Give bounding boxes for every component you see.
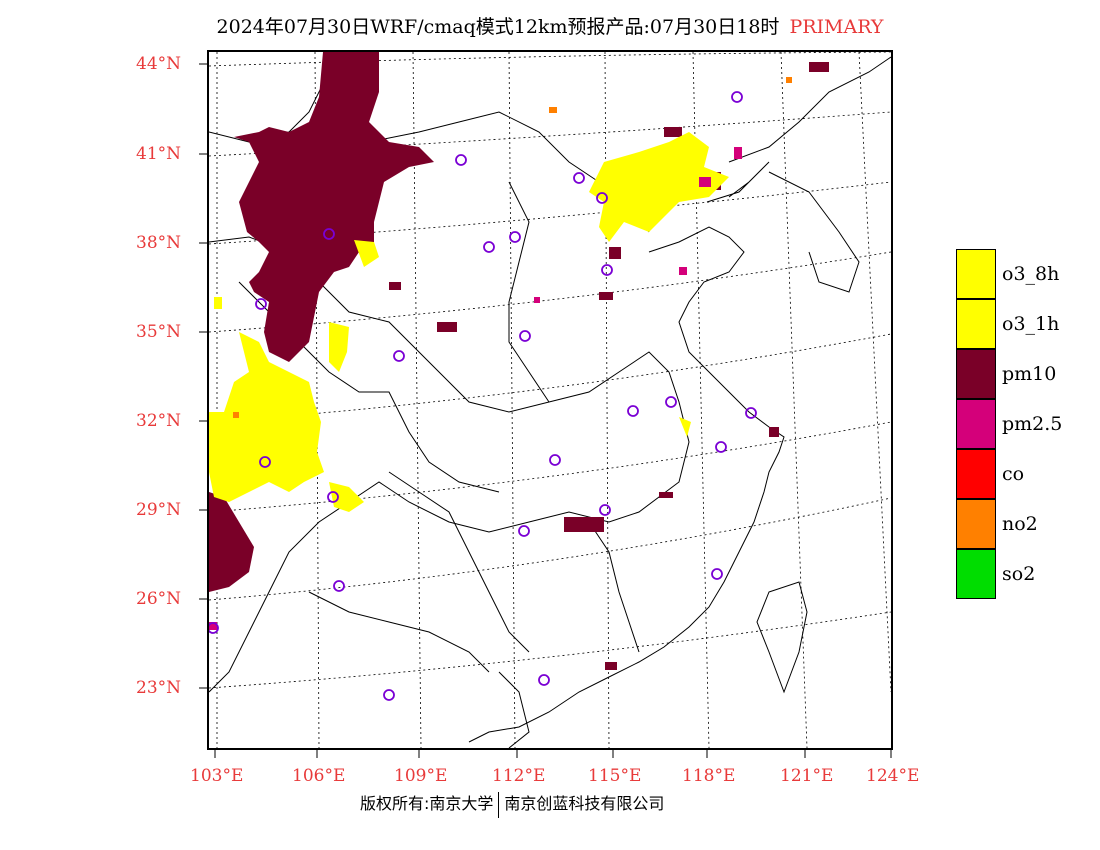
legend-swatch: [956, 499, 996, 549]
legend-swatch: [956, 449, 996, 499]
legend-swatch: [956, 349, 996, 399]
copyright-separator: [498, 791, 500, 818]
city-markers: [209, 91, 757, 701]
legend-label: no2: [1002, 513, 1038, 535]
title-primary-tag: PRIMARY: [789, 16, 884, 38]
map-frame: [207, 50, 893, 750]
lon-label-109: 109°E: [394, 766, 448, 786]
legend-label: so2: [1002, 563, 1036, 585]
legend-label: o3_8h: [1002, 263, 1060, 285]
legend-item-no2: no2: [956, 499, 1100, 549]
lat-label-35: 35°N: [136, 322, 182, 342]
lon-label-103: 103°E: [190, 766, 244, 786]
legend-swatch: [956, 549, 996, 599]
lon-label-115: 115°E: [588, 766, 642, 786]
title-text: 2024年07月30日WRF/cmaq模式12km预报产品:07月30日18时: [216, 16, 780, 38]
legend-swatch: [956, 299, 996, 349]
lat-label-32: 32°N: [136, 411, 182, 431]
legend-item-pm10: pm10: [956, 349, 1100, 399]
lat-label-44: 44°N: [136, 54, 182, 74]
lat-label-38: 38°N: [136, 233, 182, 253]
legend-label: pm10: [1002, 363, 1057, 385]
co-no2-areas: [233, 77, 792, 418]
legend-item-co: co: [956, 449, 1100, 499]
lat-label-23: 23°N: [136, 678, 182, 698]
copyright-owner: 版权所有:南京大学: [360, 794, 494, 813]
legend-label: o3_1h: [1002, 313, 1060, 335]
legend-item-o3-8h: o3_8h: [956, 249, 1100, 299]
lat-label-26: 26°N: [136, 589, 182, 609]
legend-item-so2: so2: [956, 549, 1100, 599]
map-title: 2024年07月30日WRF/cmaq模式12km预报产品:07月30日18时 P…: [0, 12, 1100, 39]
lon-label-106: 106°E: [292, 766, 346, 786]
pollution-map: [209, 52, 891, 748]
copyright: 版权所有:南京大学 南京创蓝科技有限公司: [360, 790, 664, 818]
legend-item-o3-1h: o3_1h: [956, 299, 1100, 349]
lon-label-121: 121°E: [780, 766, 834, 786]
copyright-company: 南京创蓝科技有限公司: [504, 794, 665, 813]
legend-swatch: [956, 399, 996, 449]
lon-label-118: 118°E: [682, 766, 736, 786]
legend-item-pm25: pm2.5: [956, 399, 1100, 449]
lon-label-124: 124°E: [866, 766, 920, 786]
legend-label: co: [1002, 463, 1025, 485]
legend-swatch: [956, 249, 996, 299]
legend-label: pm2.5: [1002, 413, 1063, 435]
ozone-areas: [209, 132, 729, 512]
lat-label-41: 41°N: [136, 144, 182, 164]
lat-label-29: 29°N: [136, 500, 182, 520]
pm25-areas: [209, 147, 742, 630]
lon-label-112: 112°E: [492, 766, 546, 786]
